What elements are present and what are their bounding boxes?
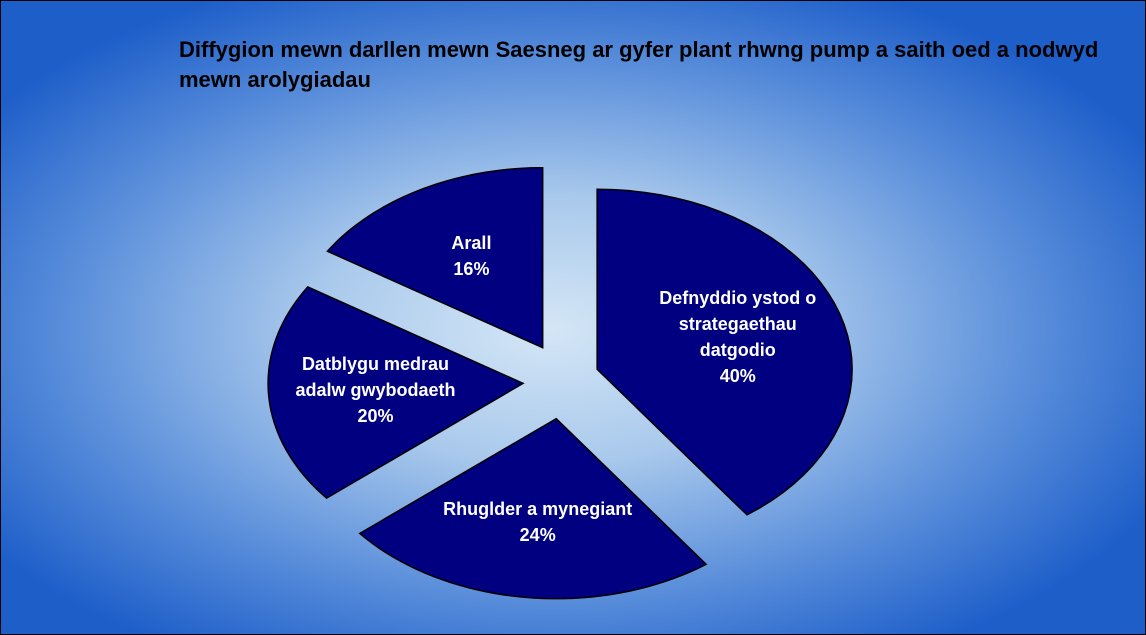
value-label: 24% xyxy=(519,525,556,546)
slice-label: Rhuglder a mynegiant 24% xyxy=(443,496,633,548)
slice-label: Defnyddio ystod o strategaethau datgodio… xyxy=(643,285,833,389)
value-label: 40% xyxy=(719,365,756,386)
category-label: Arall xyxy=(451,233,492,254)
category-label: Datblygu medrau adalw gwybodaeth xyxy=(295,353,456,400)
category-label: Rhuglder a mynegiant xyxy=(443,499,633,520)
slice-label: Arall 16% xyxy=(376,230,566,282)
value-label: 20% xyxy=(357,405,394,426)
chart-title: Diffygion mewn darllen mewn Saesneg ar g… xyxy=(179,37,1099,92)
pie-slice xyxy=(596,188,853,516)
value-label: 16% xyxy=(453,259,490,280)
pie-slice xyxy=(326,166,544,349)
slice-label: Datblygu medrau adalw gwybodaeth 20% xyxy=(280,351,470,429)
pie-slice xyxy=(267,286,525,500)
pie-slice xyxy=(358,417,708,600)
category-label: Defnyddio ystod o strategaethau datgodio xyxy=(659,287,817,360)
